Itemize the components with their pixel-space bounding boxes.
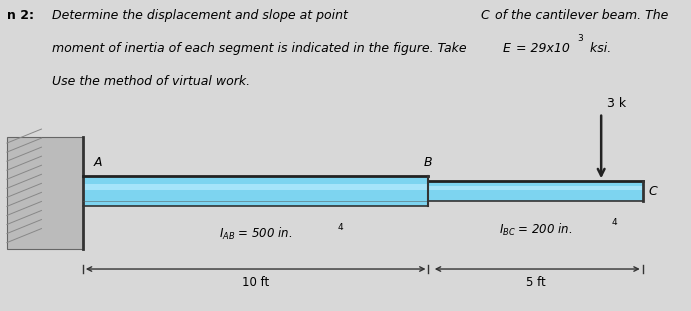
Text: A: A	[93, 156, 102, 169]
Text: B: B	[424, 156, 433, 169]
Text: of the cantilever beam. The: of the cantilever beam. The	[491, 9, 668, 22]
Text: 4: 4	[337, 223, 343, 231]
Text: C: C	[480, 9, 489, 22]
Bar	[428, 181, 643, 202]
Text: $I_{AB}$ = 500 in.: $I_{AB}$ = 500 in.	[219, 226, 292, 242]
Text: 4: 4	[612, 218, 617, 227]
Text: $I_{BC}$ = 200 in.: $I_{BC}$ = 200 in.	[499, 221, 572, 238]
Text: E: E	[503, 42, 511, 55]
Text: moment of inertia of each segment is indicated in the figure. Take: moment of inertia of each segment is ind…	[52, 42, 471, 55]
Bar	[83, 184, 428, 190]
Text: ksi.: ksi.	[586, 42, 612, 55]
Bar	[83, 177, 428, 206]
Text: C: C	[648, 185, 657, 198]
Text: Determine the displacement and slope at point: Determine the displacement and slope at …	[52, 9, 352, 22]
Text: Use the method of virtual work.: Use the method of virtual work.	[52, 75, 250, 88]
Bar	[428, 186, 643, 190]
Text: 3: 3	[578, 34, 583, 43]
Text: = 29x10: = 29x10	[512, 42, 570, 55]
Text: 5 ft: 5 ft	[526, 276, 545, 289]
Text: n 2:: n 2:	[7, 9, 34, 22]
Bar	[7, 137, 83, 249]
Text: 10 ft: 10 ft	[242, 276, 269, 289]
Text: 3 k: 3 k	[607, 97, 626, 110]
